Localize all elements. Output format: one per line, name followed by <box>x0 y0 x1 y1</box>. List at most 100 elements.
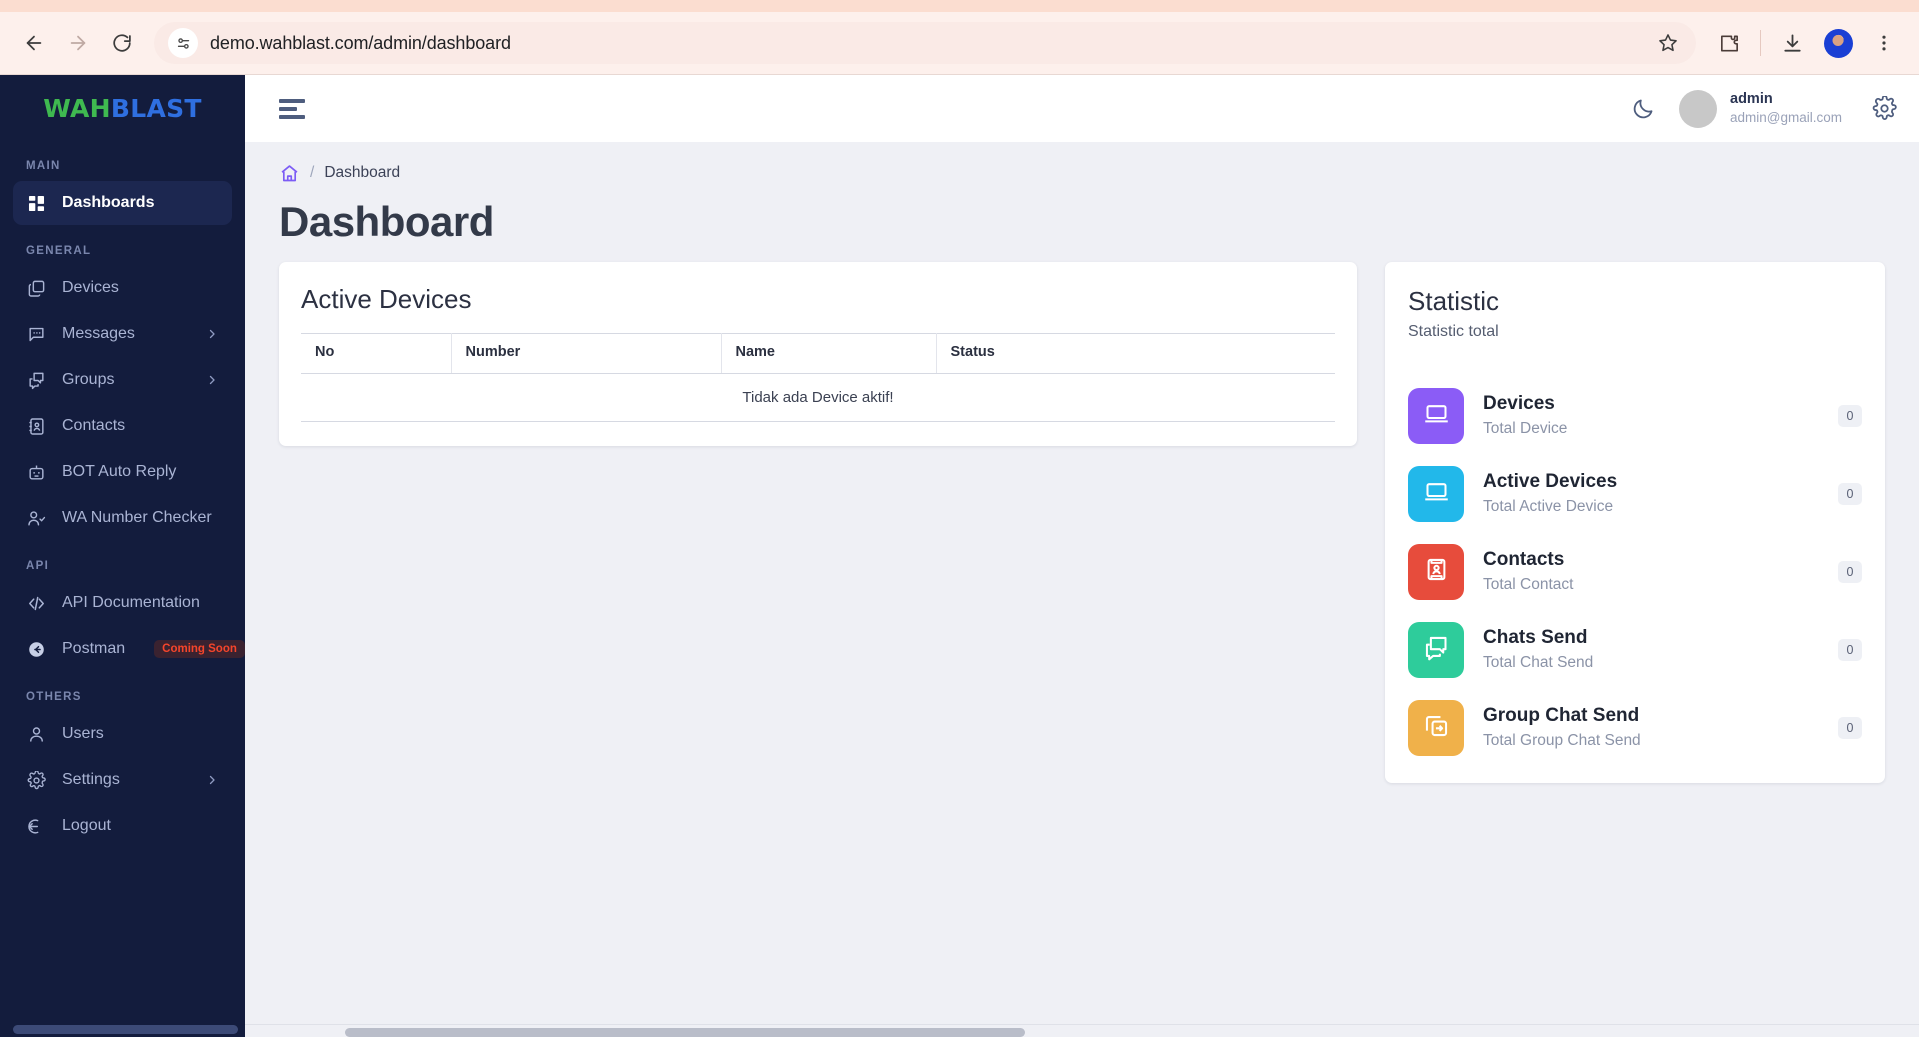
address-bar[interactable]: demo.wahblast.com/admin/dashboard <box>154 22 1696 64</box>
grid-icon <box>26 193 47 214</box>
reload-button[interactable] <box>102 23 142 63</box>
sidebar-item-postman[interactable]: Postman Coming Soon <box>13 627 245 671</box>
sidebar-item-label: Groups <box>62 371 115 388</box>
page-title: Dashboard <box>279 198 494 245</box>
sidebar-item-label: Messages <box>62 325 135 342</box>
chat-icon <box>1423 634 1450 666</box>
stat-sublabel: Total Chat Send <box>1483 653 1594 671</box>
settings-gear-icon[interactable] <box>1872 96 1897 121</box>
gear-icon <box>26 770 47 791</box>
stat-row-active-devices[interactable]: Active Devices Total Active Device 0 <box>1408 455 1862 533</box>
horizontal-scrollbar[interactable] <box>245 1024 1919 1037</box>
column-header-status[interactable]: Status <box>936 333 1335 374</box>
postman-icon <box>26 639 47 660</box>
stat-tile <box>1408 700 1464 756</box>
downloads-icon[interactable] <box>1771 22 1813 64</box>
stat-count: 0 <box>1838 405 1862 427</box>
breadcrumb-separator: / <box>310 164 315 181</box>
empty-state-message: Tidak ada Device aktif! <box>301 373 1335 422</box>
stat-sublabel: Total Group Chat Send <box>1483 731 1641 749</box>
stat-count: 0 <box>1838 639 1862 661</box>
stat-count: 0 <box>1838 561 1862 583</box>
dark-mode-toggle-icon[interactable] <box>1631 97 1655 121</box>
stat-count: 0 <box>1838 717 1862 739</box>
back-button[interactable] <box>14 23 54 63</box>
breadcrumb-current: Dashboard <box>324 164 401 181</box>
user-check-icon <box>26 508 47 529</box>
site-info-icon[interactable] <box>168 28 198 58</box>
stat-text: Devices Total Device <box>1483 392 1819 440</box>
brand-logo[interactable]: WAHBLAST <box>0 75 245 142</box>
brand-text: WAHBLAST <box>43 94 202 123</box>
bookmark-star-icon[interactable] <box>1650 25 1686 61</box>
toolbar-divider <box>1760 30 1761 56</box>
code-icon <box>26 593 47 614</box>
scrollbar-thumb[interactable] <box>345 1028 1025 1037</box>
sidebar-scrollbar[interactable] <box>13 1025 238 1034</box>
stat-text: Active Devices Total Active Device <box>1483 470 1819 518</box>
profile-avatar-button[interactable] <box>1817 22 1859 64</box>
stat-tile <box>1408 544 1464 600</box>
stat-label: Devices <box>1483 393 1555 415</box>
stat-label: Active Devices <box>1483 471 1618 493</box>
stat-row-chats-send[interactable]: Chats Send Total Chat Send 0 <box>1408 611 1862 689</box>
user-menu[interactable]: admin admin@gmail.com <box>1679 89 1842 128</box>
sidebar-item-label: Logout <box>62 817 111 834</box>
top-bar: admin admin@gmail.com <box>245 75 1919 142</box>
sidebar-item-settings[interactable]: Settings <box>13 758 232 802</box>
table-header-row: No Number Name Status <box>301 333 1335 374</box>
devices-icon <box>26 278 47 299</box>
home-icon[interactable] <box>279 163 300 184</box>
sidebar-item-dashboards[interactable]: Dashboards <box>13 181 232 225</box>
brand-part-blast: BLAST <box>110 94 202 123</box>
user-avatar <box>1679 89 1717 128</box>
sidebar-item-devices[interactable]: Devices <box>13 266 232 310</box>
sidebar-item-messages[interactable]: Messages <box>13 312 232 356</box>
stat-sublabel: Total Device <box>1483 419 1568 437</box>
sidebar-item-label: Contacts <box>62 417 126 434</box>
laptop-icon <box>1423 400 1450 432</box>
browser-tab-strip <box>0 0 1919 12</box>
sidebar-item-logout[interactable]: Logout <box>13 804 232 848</box>
column-header-name[interactable]: Name <box>721 333 937 374</box>
main-area: admin admin@gmail.com / Dashboard Dashbo… <box>245 75 1919 1037</box>
extensions-icon[interactable] <box>1708 22 1750 64</box>
robot-icon <box>26 462 47 483</box>
active-devices-card: Active Devices No Number Name Status <box>279 262 1357 446</box>
statistic-title: Statistic <box>1408 286 1500 316</box>
stat-label: Chats Send <box>1483 627 1588 649</box>
sidebar-item-users[interactable]: Users <box>13 712 232 756</box>
chrome-menu-icon[interactable] <box>1863 22 1905 64</box>
user-email: admin@gmail.com <box>1730 110 1842 126</box>
topbar-actions: admin admin@gmail.com <box>1631 89 1897 128</box>
stat-label: Group Chat Send <box>1483 705 1640 727</box>
sidebar-item-wa-number-checker[interactable]: WA Number Checker <box>13 496 232 540</box>
sidebar-item-label: API Documentation <box>62 594 200 611</box>
sidebar-item-groups[interactable]: Groups <box>13 358 232 402</box>
sidebar-item-label: BOT Auto Reply <box>62 463 177 480</box>
stat-tile <box>1408 388 1464 444</box>
active-devices-table: No Number Name Status Tidak ada Device a… <box>301 333 1335 422</box>
column-header-no[interactable]: No <box>301 333 452 374</box>
sidebar-item-bot-auto-reply[interactable]: BOT Auto Reply <box>13 450 232 494</box>
stat-text: Chats Send Total Chat Send <box>1483 626 1819 674</box>
page-content: / Dashboard Dashboard Active Devices No … <box>245 142 1919 1037</box>
stat-row-group-chat-send[interactable]: Group Chat Send Total Group Chat Send 0 <box>1408 689 1862 767</box>
brand-part-wah: WAH <box>43 94 111 123</box>
column-header-number[interactable]: Number <box>451 333 722 374</box>
sidebar-toggle-icon[interactable] <box>279 94 309 124</box>
stat-sublabel: Total Active Device <box>1483 497 1614 515</box>
laptop-icon <box>1423 478 1450 510</box>
stat-text: Group Chat Send Total Group Chat Send <box>1483 704 1819 752</box>
sidebar-item-contacts[interactable]: Contacts <box>13 404 232 448</box>
stat-text: Contacts Total Contact <box>1483 548 1819 596</box>
stat-row-contacts[interactable]: Contacts Total Contact 0 <box>1408 533 1862 611</box>
table-body: Tidak ada Device aktif! <box>301 373 1335 422</box>
stat-row-devices[interactable]: Devices Total Device 0 <box>1408 377 1862 455</box>
stat-tile <box>1408 622 1464 678</box>
user-icon <box>26 724 47 745</box>
sidebar-item-label: Settings <box>62 771 120 788</box>
stat-tile <box>1408 466 1464 522</box>
forward-button[interactable] <box>58 23 98 63</box>
sidebar-item-api-documentation[interactable]: API Documentation <box>13 581 232 625</box>
